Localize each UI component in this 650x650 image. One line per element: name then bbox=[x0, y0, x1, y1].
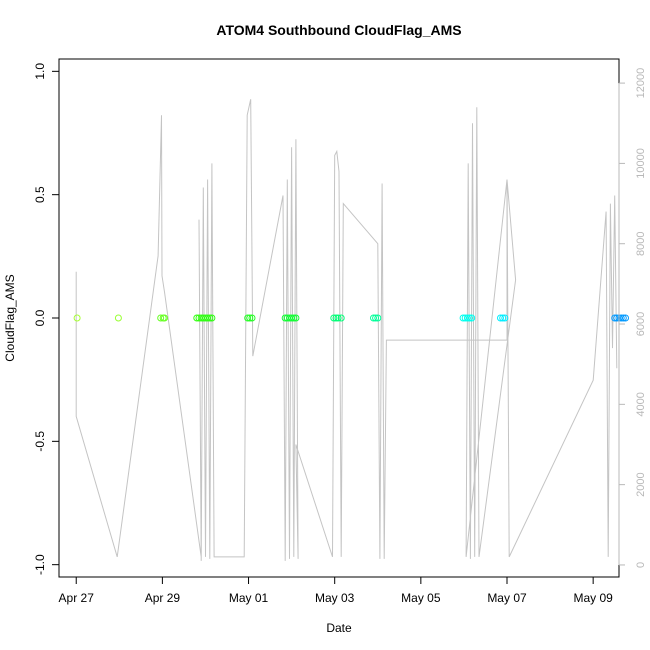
data-point bbox=[246, 314, 254, 322]
data-point bbox=[206, 314, 214, 322]
y-tick-label: 0.5 bbox=[33, 186, 47, 203]
data-point bbox=[372, 314, 380, 322]
data-point bbox=[337, 314, 345, 322]
altitude-series-line bbox=[75, 99, 618, 561]
y-axis: -1.0 -0.5 0.0 0.5 1.0 bbox=[33, 63, 60, 575]
x-tick-label: May 07 bbox=[487, 591, 527, 605]
chart-title: ATOM4 Southbound CloudFlag_AMS bbox=[216, 22, 461, 38]
secondary-y-tick-label: 4000 bbox=[635, 392, 647, 416]
y-tick-label: -1.0 bbox=[33, 554, 47, 575]
data-point bbox=[157, 314, 165, 322]
secondary-y-axis: 0 2000 4000 6000 8000 10000 12000 bbox=[618, 68, 647, 568]
data-points bbox=[73, 314, 629, 322]
data-point bbox=[501, 314, 509, 322]
data-point bbox=[73, 314, 81, 322]
data-point bbox=[114, 314, 122, 322]
secondary-y-tick-label: 10000 bbox=[635, 148, 647, 179]
data-point bbox=[244, 314, 252, 322]
x-tick-label: Apr 29 bbox=[145, 591, 181, 605]
data-point bbox=[497, 314, 504, 322]
data-point bbox=[204, 314, 212, 322]
secondary-y-tick-label: 0 bbox=[635, 562, 647, 568]
data-point bbox=[292, 314, 300, 322]
data-point bbox=[463, 314, 471, 322]
secondary-y-tick-label: 2000 bbox=[635, 472, 647, 496]
secondary-y-tick-label: 6000 bbox=[635, 312, 647, 336]
secondary-y-tick-label: 12000 bbox=[635, 68, 647, 99]
data-point bbox=[248, 314, 256, 322]
data-point bbox=[370, 314, 377, 322]
x-axis-label: Date bbox=[326, 621, 352, 635]
x-tick-label: May 01 bbox=[229, 591, 269, 605]
data-point bbox=[622, 314, 629, 322]
data-point bbox=[617, 314, 625, 322]
x-tick-label: May 05 bbox=[401, 591, 441, 605]
data-point bbox=[334, 314, 342, 322]
data-point bbox=[374, 314, 382, 322]
data-point bbox=[208, 314, 216, 322]
data-point bbox=[332, 314, 340, 322]
data-point bbox=[499, 314, 507, 322]
y-tick-label: -0.5 bbox=[33, 431, 47, 452]
data-point bbox=[619, 314, 627, 322]
x-tick-label: May 03 bbox=[315, 591, 355, 605]
data-point bbox=[288, 314, 296, 322]
x-axis: Apr 27 Apr 29 May 01 May 03 May 05 May 07 May … bbox=[59, 576, 613, 605]
altitude-lines bbox=[75, 99, 618, 561]
y-tick-label: 1.0 bbox=[33, 63, 47, 80]
x-tick-label: Apr 27 bbox=[59, 591, 95, 605]
secondary-y-tick-label: 8000 bbox=[635, 231, 647, 255]
data-point bbox=[466, 314, 473, 322]
x-tick-label: May 09 bbox=[573, 591, 613, 605]
y-axis-label: CloudFlag_AMS bbox=[3, 274, 17, 361]
data-point bbox=[161, 314, 168, 322]
data-point bbox=[290, 314, 298, 322]
data-point bbox=[330, 314, 338, 322]
y-tick-label: 0.0 bbox=[33, 309, 47, 326]
data-point bbox=[468, 314, 476, 322]
